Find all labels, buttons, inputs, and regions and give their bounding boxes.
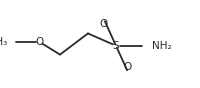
Text: O: O	[124, 62, 132, 72]
Text: S: S	[113, 41, 119, 51]
Text: O: O	[36, 37, 44, 47]
Text: NH₂: NH₂	[152, 41, 172, 51]
Text: CH₃: CH₃	[0, 37, 8, 47]
Text: O: O	[100, 19, 108, 29]
